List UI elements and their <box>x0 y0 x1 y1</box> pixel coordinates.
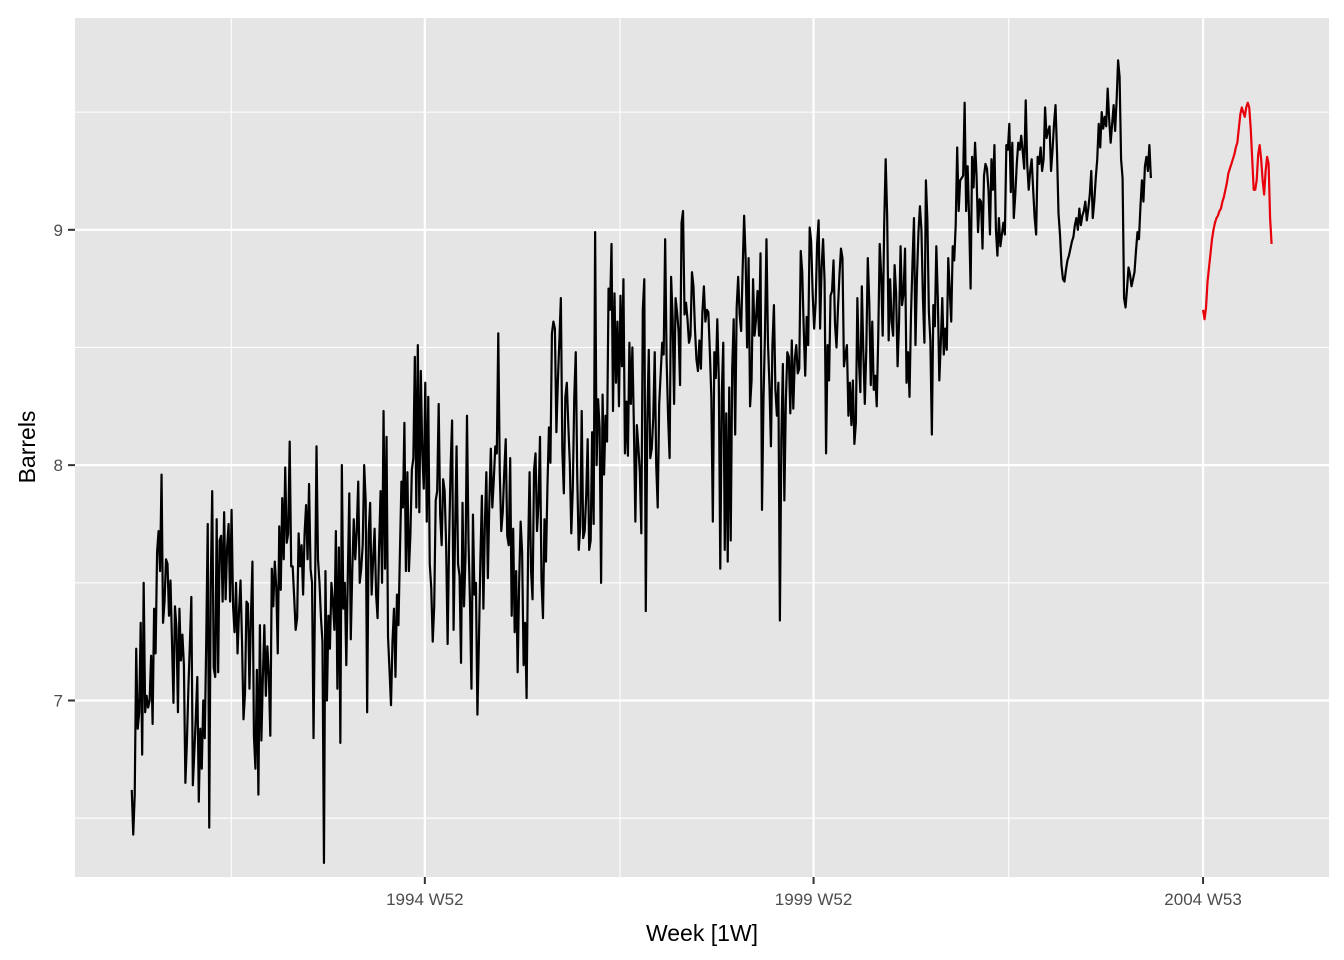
y-tick-label: 7 <box>54 691 63 710</box>
x-tick-label: 1999 W52 <box>775 890 853 909</box>
major-gridlines <box>75 18 1329 877</box>
series-layer <box>130 59 1273 864</box>
series-line-observed <box>130 59 1152 864</box>
y-tick-label: 8 <box>54 456 63 475</box>
x-tick-label: 1994 W52 <box>386 890 464 909</box>
series-line-fitted <box>1201 101 1273 321</box>
x-axis-title: Week [1W] <box>646 920 758 946</box>
y-tick-label: 9 <box>54 221 63 240</box>
x-axis: 1994 W52 1999 W52 2004 W53 <box>386 877 1242 909</box>
y-axis-title: Barrels <box>14 411 40 484</box>
x-tick-label: 2004 W53 <box>1164 890 1242 909</box>
y-axis: 7 8 9 <box>54 221 75 710</box>
plot-panel <box>75 18 1329 877</box>
